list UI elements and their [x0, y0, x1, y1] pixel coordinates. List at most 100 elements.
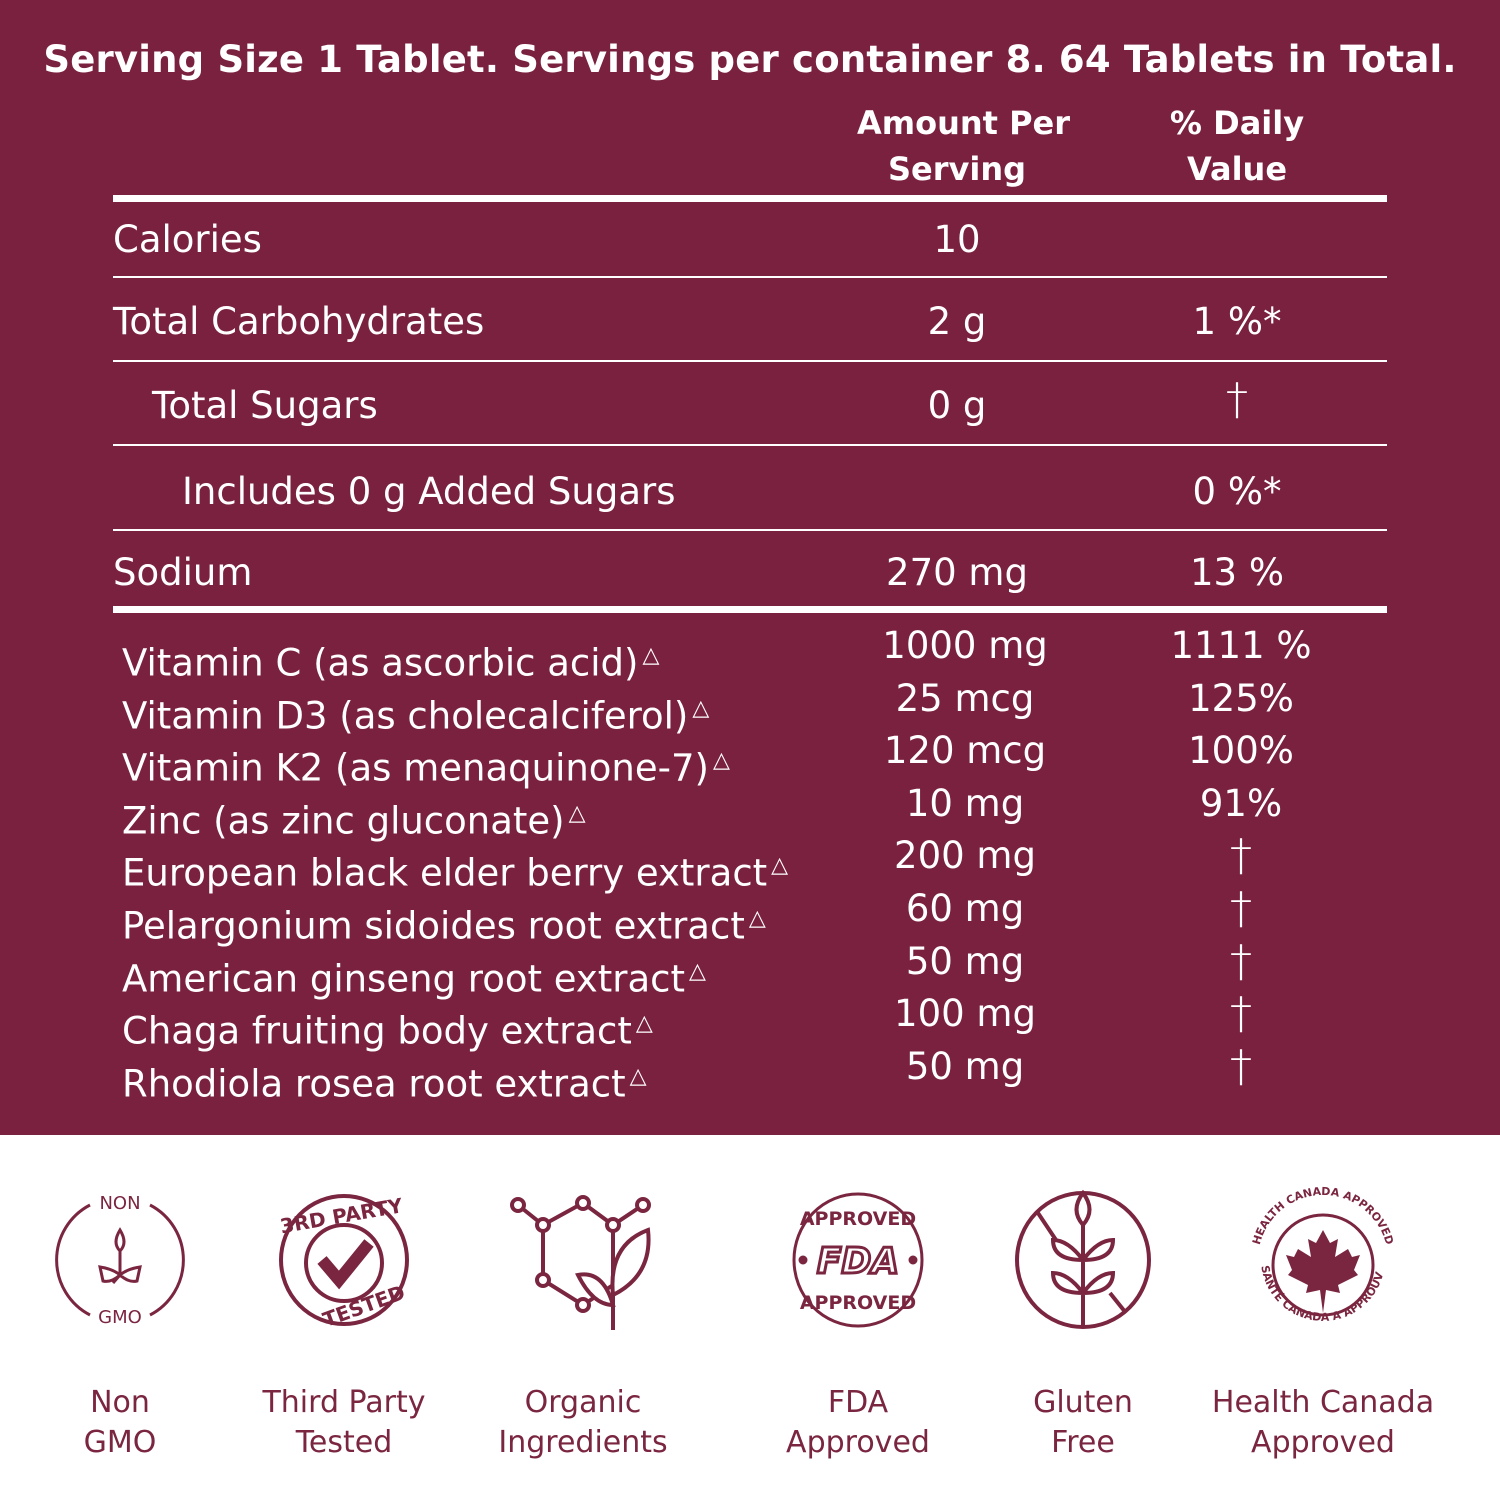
amount-header-line1: Amount Per — [857, 104, 1071, 142]
nutrient-daily-value: 1 %* — [1192, 300, 1282, 343]
ingredient-amount: 60 mg — [905, 887, 1025, 930]
triangle-footnote-icon: △ — [689, 958, 706, 984]
triangle-footnote-icon: △ — [748, 906, 766, 931]
thick-divider — [113, 606, 1387, 613]
ingredient-amount: 10 mg — [905, 781, 1025, 825]
divider — [113, 276, 1387, 278]
svg-text:APPROVED: APPROVED — [800, 1292, 916, 1314]
svg-text:3RD PARTY: 3RD PARTY — [278, 1193, 405, 1238]
nutrient-name: Includes 0 g Added Sugars — [182, 470, 676, 513]
divider — [113, 360, 1387, 362]
badge-label-line1: Non — [90, 1385, 150, 1420]
nutrient-name: Calories — [113, 218, 262, 261]
badge-label-line1: Organic — [524, 1385, 642, 1420]
health-canada-icon: HEALTH CANADA APPROVED SANTÉ CANADA A AP… — [1248, 1185, 1396, 1324]
svg-text:FDA: FDA — [817, 1241, 899, 1282]
fda-approved-icon: APPROVED FDA APPROVED — [792, 1192, 924, 1328]
ingredient-label: Zinc (as zinc gluconate) — [122, 799, 565, 843]
certification-badges: NON GMO Non GMO 3RD PARTY TESTED Third Pa… — [0, 1135, 1500, 1500]
badge-label-line1: Health Canada — [1211, 1385, 1435, 1420]
third-party-tested-icon: 3RD PARTY TESTED — [278, 1193, 409, 1332]
ingredient-label: European black elder berry extract — [122, 851, 768, 895]
serving-size-title: Serving Size 1 Tablet. Servings per cont… — [43, 38, 1457, 81]
triangle-footnote-icon: △ — [629, 1063, 647, 1089]
amount-header-line2: Serving — [887, 150, 1027, 188]
triangle-footnote-icon: △ — [568, 800, 586, 826]
ingredient-daily-value: 1111 % — [1170, 624, 1312, 667]
badge-non-gmo: NON GMO Non GMO — [0, 1185, 240, 1463]
ingredient-daily-value: † — [1230, 830, 1252, 882]
ingredient-name: Chaga fruiting body extract △ — [122, 1002, 653, 1053]
badge-label-line1: Gluten — [1033, 1385, 1133, 1420]
ingredient-name: Rhodiola rosea root extract △ — [122, 1055, 647, 1106]
ingredient-label: American ginseng root extract — [122, 956, 685, 1000]
daily-value-header: % Daily Value — [1137, 100, 1337, 192]
svg-text:GMO: GMO — [98, 1307, 142, 1328]
ingredient-name: Pelargonium sidoides root extract △ — [122, 897, 766, 948]
non-gmo-icon: NON GMO — [55, 1193, 185, 1328]
badge-organic-ingredients: Organic Ingredients — [463, 1185, 703, 1463]
dv-header-line1: % Daily — [1169, 104, 1305, 142]
badge-label-line2: Approved — [786, 1425, 930, 1460]
nutrient-amount: 0 g — [927, 384, 987, 427]
nutrient-name: Total Carbohydrates — [113, 300, 485, 343]
badge-fda-approved: APPROVED FDA APPROVED FDA Approved — [738, 1185, 978, 1463]
ingredient-amount: 50 mg — [905, 939, 1025, 983]
badge-third-party-tested: 3RD PARTY TESTED Third Party Tested — [224, 1185, 464, 1463]
organic-molecule-leaf-icon — [510, 1195, 651, 1330]
nutrient-amount: 270 mg — [886, 551, 1028, 594]
divider — [113, 529, 1387, 531]
ingredient-label: Rhodiola rosea root extract — [122, 1062, 626, 1106]
ingredient-label: Pelargonium sidoides root extract — [122, 904, 745, 948]
ingredient-name: American ginseng root extract △ — [122, 950, 706, 1001]
nutrient-name: Sodium — [113, 551, 253, 594]
ingredient-amount: 200 mg — [894, 834, 1036, 878]
ingredient-daily-value: 91% — [1199, 781, 1283, 825]
ingredient-amount: 25 mcg — [895, 676, 1035, 720]
badge-label-line2: Approved — [1251, 1425, 1395, 1460]
ingredient-name: Vitamin C (as ascorbic acid) △ — [122, 634, 659, 685]
thick-divider — [113, 195, 1387, 202]
svg-text:TESTED: TESTED — [320, 1280, 409, 1332]
badge-label-line2: GMO — [83, 1425, 157, 1460]
nutrient-daily-value: 0 %* — [1192, 470, 1282, 513]
ingredient-daily-value: † — [1230, 988, 1252, 1040]
ingredient-name: Zinc (as zinc gluconate) △ — [122, 792, 586, 843]
ingredient-name: Vitamin D3 (as cholecalciferol) △ — [122, 687, 709, 738]
ingredient-daily-value: † — [1230, 1040, 1252, 1092]
ingredient-amount: 120 mcg — [883, 729, 1047, 773]
ingredient-name: Vitamin K2 (as menaquinone-7) △ — [122, 739, 730, 790]
dv-header-line2: Value — [1186, 150, 1288, 188]
gluten-free-icon — [1015, 1189, 1151, 1329]
triangle-footnote-icon: △ — [642, 643, 660, 668]
nutrient-amount: 2 g — [927, 300, 987, 343]
badge-label-line2: Tested — [295, 1425, 393, 1460]
ingredient-daily-value: 125% — [1188, 676, 1294, 720]
badge-label-line2: Ingredients — [498, 1425, 668, 1460]
supplement-facts-panel: Serving Size 1 Tablet. Servings per cont… — [0, 0, 1500, 1135]
divider — [113, 444, 1387, 446]
badge-label-line2: Free — [1051, 1425, 1115, 1460]
nutrient-name: Total Sugars — [152, 384, 378, 427]
ingredient-daily-value: † — [1230, 935, 1252, 987]
badge-gluten-free: Gluten Free — [963, 1185, 1203, 1463]
ingredient-daily-value: 100% — [1188, 729, 1294, 773]
nutrient-daily-value: † — [1226, 374, 1248, 425]
badge-health-canada-approved: HEALTH CANADA APPROVED SANTÉ CANADA A AP… — [1203, 1185, 1443, 1463]
svg-text:NON: NON — [99, 1193, 140, 1214]
amount-per-serving-header: Amount Per Serving — [857, 100, 1071, 192]
ingredient-label: Vitamin K2 (as menaquinone-7) — [122, 746, 709, 790]
triangle-footnote-icon: △ — [712, 748, 730, 774]
ingredient-amount: 100 mg — [894, 992, 1036, 1036]
nutrient-daily-value: 13 % — [1190, 551, 1284, 594]
triangle-footnote-icon: △ — [771, 853, 789, 879]
badge-label-line1: FDA — [827, 1385, 889, 1420]
ingredient-daily-value: † — [1230, 883, 1252, 934]
ingredient-amount: 50 mg — [905, 1044, 1025, 1088]
ingredient-name: European black elder berry extract △ — [122, 844, 788, 895]
nutrient-amount: 10 — [933, 218, 981, 261]
ingredient-label: Vitamin C (as ascorbic acid) — [122, 641, 639, 685]
triangle-footnote-icon: △ — [635, 1011, 653, 1037]
ingredient-label: Vitamin D3 (as cholecalciferol) — [122, 693, 689, 737]
svg-text:APPROVED: APPROVED — [800, 1208, 916, 1230]
